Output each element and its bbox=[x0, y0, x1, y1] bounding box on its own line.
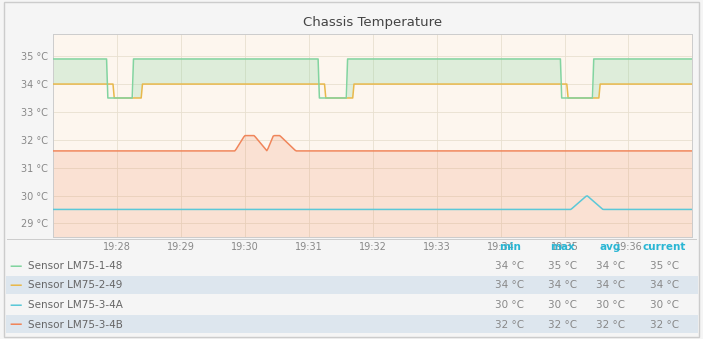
Text: 35 °C: 35 °C bbox=[548, 261, 577, 271]
Text: Sensor LM75-3-4A: Sensor LM75-3-4A bbox=[28, 300, 123, 310]
Text: 32 °C: 32 °C bbox=[548, 320, 577, 330]
Text: 32 °C: 32 °C bbox=[495, 320, 524, 330]
Text: 30 °C: 30 °C bbox=[495, 300, 524, 310]
Text: 35 °C: 35 °C bbox=[650, 261, 679, 271]
Text: 34 °C: 34 °C bbox=[650, 280, 679, 291]
Text: Sensor LM75-2-49: Sensor LM75-2-49 bbox=[28, 280, 122, 291]
Text: Sensor LM75-3-4B: Sensor LM75-3-4B bbox=[28, 320, 123, 330]
Text: max: max bbox=[550, 242, 575, 253]
Text: current: current bbox=[643, 242, 686, 253]
Title: Chassis Temperature: Chassis Temperature bbox=[303, 16, 442, 28]
Text: Sensor LM75-1-48: Sensor LM75-1-48 bbox=[28, 261, 122, 271]
Text: 30 °C: 30 °C bbox=[548, 300, 577, 310]
Text: —: — bbox=[9, 318, 22, 331]
Text: 34 °C: 34 °C bbox=[495, 261, 524, 271]
Text: —: — bbox=[9, 299, 22, 312]
Text: 34 °C: 34 °C bbox=[595, 280, 625, 291]
Text: —: — bbox=[9, 279, 22, 292]
Text: 32 °C: 32 °C bbox=[595, 320, 625, 330]
Text: 30 °C: 30 °C bbox=[650, 300, 679, 310]
Text: avg: avg bbox=[600, 242, 621, 253]
Text: 30 °C: 30 °C bbox=[595, 300, 625, 310]
Text: 32 °C: 32 °C bbox=[650, 320, 679, 330]
Text: min: min bbox=[498, 242, 521, 253]
Text: 34 °C: 34 °C bbox=[548, 280, 577, 291]
Text: —: — bbox=[9, 260, 22, 273]
Text: 34 °C: 34 °C bbox=[595, 261, 625, 271]
Text: 34 °C: 34 °C bbox=[495, 280, 524, 291]
